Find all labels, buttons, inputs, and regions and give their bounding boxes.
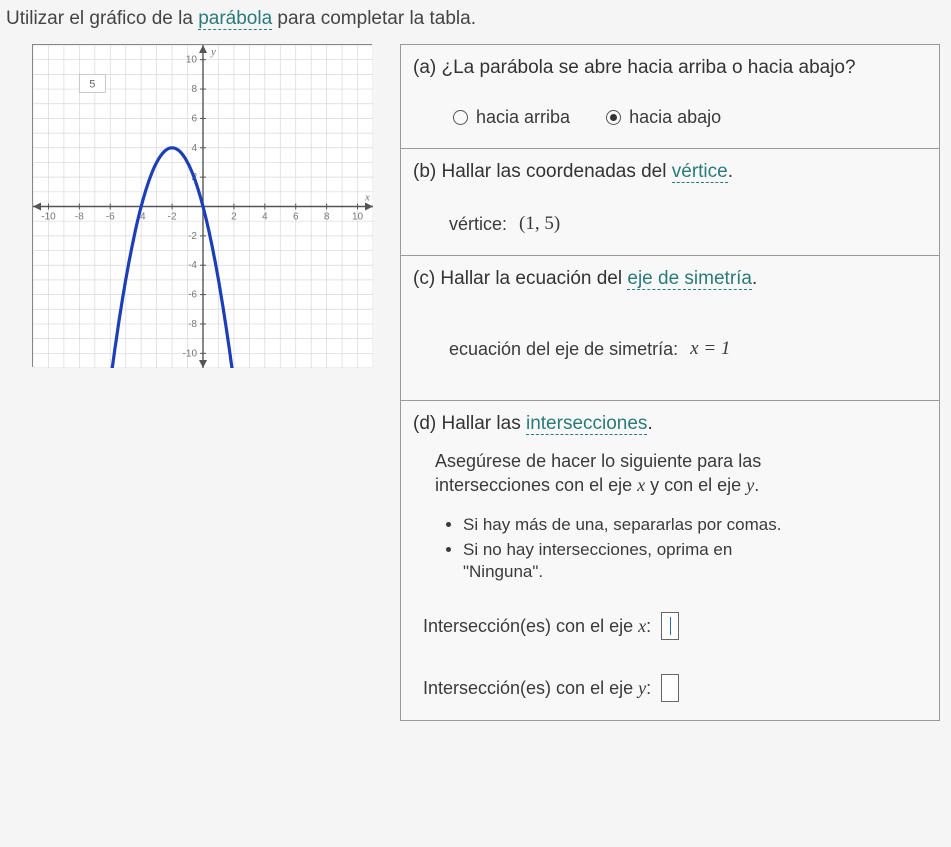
radio-unchecked-icon	[453, 110, 468, 125]
svg-text:-2: -2	[188, 231, 197, 242]
svg-text:10: 10	[186, 55, 198, 66]
svg-text:8: 8	[324, 212, 330, 223]
option-arriba[interactable]: hacia arriba	[453, 107, 570, 128]
parabola-graph: -10-10-8-8-6-6-4-4-2-2224466881010xy5	[33, 45, 373, 368]
svg-text:x: x	[364, 192, 370, 204]
eje-value: x = 1	[690, 338, 730, 360]
graph-panel: -10-10-8-8-6-6-4-4-2-2224466881010xy5	[32, 44, 372, 367]
svg-text:5: 5	[89, 78, 95, 90]
parabola-term[interactable]: parábola	[198, 8, 272, 30]
svg-text:-8: -8	[75, 212, 84, 223]
prompt-before: Utilizar el gráfico de la	[6, 8, 198, 29]
svg-text:4: 4	[262, 212, 268, 223]
x-intercept-line: Intersección(es) con el eje x:	[423, 612, 923, 640]
eje-label: ecuación del eje de simetría:	[449, 339, 678, 360]
svg-text:-8: -8	[188, 319, 197, 330]
svg-text:8: 8	[191, 84, 197, 95]
prompt-after: para completar la tabla.	[272, 8, 476, 29]
part-c: (c) Hallar la ecuación del eje de simetr…	[401, 256, 939, 401]
svg-text:2: 2	[231, 212, 237, 223]
svg-text:-10: -10	[41, 212, 56, 223]
option-arriba-label: hacia arriba	[476, 107, 570, 128]
part-b-question: (b) Hallar las coordenadas del vértice.	[413, 161, 923, 183]
svg-text:6: 6	[191, 113, 197, 124]
question-table: (a) ¿La parábola se abre hacia arriba o …	[400, 44, 940, 721]
y-intercept-input[interactable]	[661, 674, 679, 702]
vertice-value: (1, 5)	[519, 213, 560, 235]
svg-text:4: 4	[191, 143, 197, 154]
svg-text:-4: -4	[188, 260, 197, 271]
bullet-1: Si hay más de una, separarlas por comas.	[463, 514, 923, 537]
svg-text:10: 10	[352, 212, 364, 223]
eje-simetria-term[interactable]: eje de simetría	[627, 268, 752, 290]
part-d-question: (d) Hallar las intersecciones.	[413, 413, 923, 435]
svg-text:-10: -10	[183, 348, 198, 359]
svg-text:y: y	[210, 46, 216, 58]
svg-text:6: 6	[293, 212, 299, 223]
vertice-term[interactable]: vértice	[672, 161, 728, 183]
part-d: (d) Hallar las intersecciones. Asegúrese…	[401, 401, 939, 720]
bullet-2: Si no hay intersecciones, oprima en "Nin…	[463, 539, 923, 585]
y-intercept-line: Intersección(es) con el eje y:	[423, 674, 923, 702]
prompt-text: Utilizar el gráfico de la parábola para …	[0, 0, 951, 44]
x-intercept-input[interactable]	[661, 612, 679, 640]
part-d-description: Asegúrese de hacer lo siguiente para las…	[435, 449, 923, 584]
intersecciones-term[interactable]: intersecciones	[526, 413, 647, 435]
vertice-label: vértice:	[449, 214, 507, 235]
svg-text:-6: -6	[188, 290, 197, 301]
part-a: (a) ¿La parábola se abre hacia arriba o …	[401, 45, 939, 149]
part-b: (b) Hallar las coordenadas del vértice. …	[401, 149, 939, 256]
part-c-question: (c) Hallar la ecuación del eje de simetr…	[413, 268, 923, 290]
part-a-question: (a) ¿La parábola se abre hacia arriba o …	[413, 57, 923, 79]
option-abajo[interactable]: hacia abajo	[606, 107, 721, 128]
radio-checked-icon	[606, 110, 621, 125]
svg-text:-2: -2	[168, 212, 177, 223]
option-abajo-label: hacia abajo	[629, 107, 721, 128]
svg-text:-6: -6	[106, 212, 115, 223]
